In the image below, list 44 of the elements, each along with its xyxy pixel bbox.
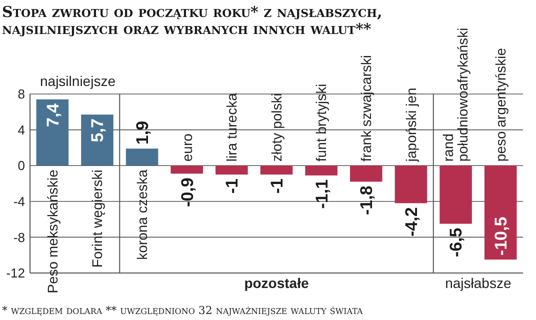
text: * względem dolara ** uwzględniono 32 najważniejsze waluty świata [2, 304, 364, 317]
text: pozostałe [244, 275, 309, 291]
data-label: -10,5 [492, 216, 511, 256]
text: najsłabsze [445, 275, 512, 291]
x-tick-label: frank szwajcarski [358, 55, 374, 162]
bar [440, 166, 472, 224]
data-label: -0,9 [178, 178, 197, 207]
text: najsilniejsze [40, 73, 116, 89]
bar [350, 166, 382, 182]
data-label: -1,1 [312, 179, 332, 209]
x-tick-label: korona czeska [134, 169, 150, 260]
x-tick-label: rand południowoafrykański [440, 28, 471, 162]
x-tick-label: funt brytyjski [313, 84, 330, 162]
bar [260, 166, 293, 175]
data-label: 1,9 [132, 120, 152, 145]
x-tick-label: Peso meksykańskie [44, 169, 60, 294]
bar [81, 114, 114, 166]
bar [484, 166, 517, 260]
x-tick-label: Forint węgierski [89, 170, 106, 268]
data-label: 5,7 [88, 118, 108, 142]
chart-title: Stopa zwrotu od początku roku* z najsłabszych, najsilniejszych oraz wybranych innych walut** [2, 3, 382, 38]
data-label: 7,4 [43, 102, 62, 128]
y-tick-label: -12 [6, 266, 25, 281]
data-label: -6,5 [446, 228, 466, 258]
x-tick-label: peso argentyńskie [492, 48, 508, 162]
bar [394, 166, 428, 204]
y-tick-label: -8 [13, 230, 25, 245]
y-tick-label: -4 [13, 194, 25, 209]
x-tick-label: euro [178, 133, 195, 162]
bar [170, 166, 203, 174]
y-tick-label: 8 [18, 86, 25, 102]
x-tick-label: lira turecka [224, 92, 240, 162]
y-tick-label: 4 [18, 122, 25, 138]
x-tick-label: złoty polski [268, 93, 284, 162]
bar [305, 166, 338, 176]
bar [126, 148, 158, 166]
data-label: -1 [222, 178, 242, 194]
data-label: -4,2 [402, 207, 421, 236]
data-label: -1,8 [357, 186, 376, 216]
bar [36, 99, 69, 166]
data-label: -1 [267, 178, 286, 194]
bar [216, 166, 248, 175]
x-tick-label: japoński jen [402, 88, 419, 163]
y-tick-label: 0 [18, 158, 25, 174]
